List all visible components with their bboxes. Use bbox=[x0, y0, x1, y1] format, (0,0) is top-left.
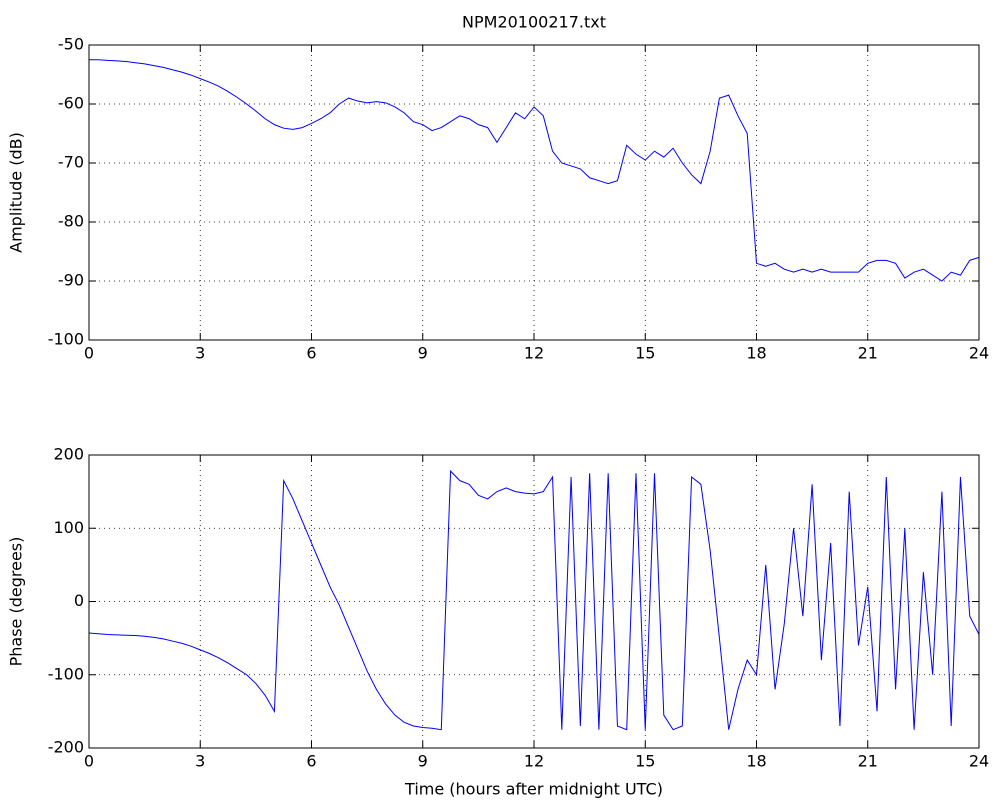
x-tick-label: 0 bbox=[84, 344, 94, 363]
x-tick-label: 15 bbox=[635, 344, 655, 363]
x-tick-label: 24 bbox=[969, 344, 989, 363]
x-tick-label: 12 bbox=[524, 344, 544, 363]
x-tick-label: 6 bbox=[306, 752, 316, 771]
x-tick-label: 21 bbox=[858, 344, 878, 363]
x-axis-label: Time (hours after midnight UTC) bbox=[404, 780, 663, 799]
x-tick-label: 6 bbox=[306, 344, 316, 363]
axes-box bbox=[88, 44, 980, 341]
x-tick-label: 12 bbox=[524, 752, 544, 771]
x-tick-label: 3 bbox=[195, 752, 205, 771]
y-tick-label: -100 bbox=[48, 664, 84, 683]
x-tick-label: 24 bbox=[969, 752, 989, 771]
x-tick-label: 9 bbox=[418, 752, 428, 771]
y-tick-label: -80 bbox=[58, 212, 84, 231]
y-tick-label: 200 bbox=[53, 445, 84, 464]
y-tick-label: -50 bbox=[58, 35, 84, 54]
x-tick-label: 3 bbox=[195, 344, 205, 363]
y-tick-label: -200 bbox=[48, 738, 84, 757]
y-tick-label: 100 bbox=[53, 518, 84, 537]
y-axis-label: Amplitude (dB) bbox=[7, 132, 26, 253]
data-line bbox=[89, 59, 980, 282]
x-tick-label: 18 bbox=[746, 344, 766, 363]
y-tick-label: -60 bbox=[58, 94, 84, 113]
chart-title: NPM20100217.txt bbox=[462, 13, 606, 32]
y-tick-label: 0 bbox=[74, 591, 84, 610]
y-tick-label: -90 bbox=[58, 271, 84, 290]
x-tick-label: 18 bbox=[746, 752, 766, 771]
x-tick-label: 9 bbox=[418, 344, 428, 363]
y-tick-label: -100 bbox=[48, 330, 84, 349]
axes-box bbox=[88, 454, 980, 749]
y-tick-label: -70 bbox=[58, 153, 84, 172]
data-line bbox=[88, 469, 980, 731]
x-tick-label: 0 bbox=[84, 752, 94, 771]
y-axis-label: Phase (degrees) bbox=[7, 537, 26, 667]
x-tick-label: 15 bbox=[635, 752, 655, 771]
x-tick-label: 21 bbox=[858, 752, 878, 771]
